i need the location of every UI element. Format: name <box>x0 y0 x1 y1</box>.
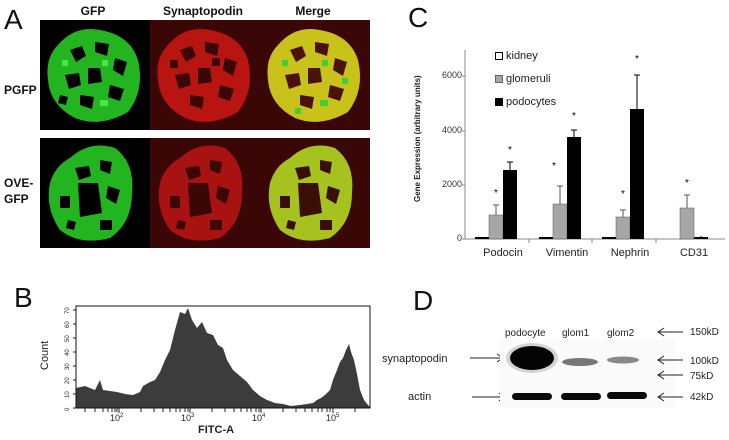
y-tick-4000: 4000 <box>441 125 462 135</box>
panel-letter-d: D <box>413 285 434 316</box>
panel-letter-b: B <box>14 282 33 313</box>
column-header-merge: Merge <box>295 4 331 18</box>
lane-label-podocyte: podocyte <box>505 328 546 339</box>
tick-exponent: 5 <box>336 413 340 419</box>
svg-text:40: 40 <box>65 349 71 356</box>
legend-swatch-podocytes <box>495 98 503 106</box>
sig-marker: * <box>685 178 689 189</box>
mw-marker-42kd: 42kD <box>690 392 714 403</box>
x-tick-1e4: 104 <box>252 413 265 423</box>
x-axis-label: FITC-A <box>198 424 235 436</box>
lane-label-glom2: glom2 <box>607 328 635 339</box>
legend-swatch-glomeruli <box>495 75 503 83</box>
row-label-line: PGFP <box>4 83 37 97</box>
category-label-nephrin: Nephrin <box>610 247 650 259</box>
legend-label: glomeruli <box>506 73 551 85</box>
row-header-pgfp: PGFP <box>4 82 37 98</box>
arrow-left-icon <box>657 355 683 365</box>
sig-marker: * <box>494 188 498 199</box>
column-header-gfp: GFP <box>80 4 106 18</box>
micrograph-ove-gfp-synaptopodin <box>150 138 260 248</box>
micrograph-ove-gfp-merge <box>260 138 370 248</box>
legend-item-kidney: kidney <box>495 50 538 62</box>
micrograph-pgfp-merge <box>260 20 370 130</box>
row-label-actin: actin <box>408 391 432 403</box>
sig-marker: * <box>552 161 556 172</box>
micrograph-pgfp-gfp <box>40 20 150 130</box>
row-label-synaptopodin: synaptopodin <box>382 353 448 365</box>
tick-base: 10 <box>110 413 121 423</box>
legend-item-podocytes: podocytes <box>495 96 556 108</box>
x-tick-1e2: 102 <box>110 413 123 423</box>
tick-base: 10 <box>326 413 337 423</box>
row-label-line: OVE- <box>4 176 34 190</box>
row-label-line: GFP <box>4 192 29 206</box>
row-header-ove-gfp: OVE- GFP <box>4 175 33 207</box>
legend-label: podocytes <box>506 96 557 108</box>
svg-text:0: 0 <box>65 407 71 411</box>
y-tick-2000: 2000 <box>441 179 462 189</box>
sig-marker: * <box>572 111 576 122</box>
sig-marker: * <box>508 145 512 156</box>
micrograph-pgfp-synaptopodin <box>150 20 260 130</box>
svg-text:60: 60 <box>65 321 71 328</box>
arrow-left-icon <box>657 370 683 380</box>
category-label-cd31: CD31 <box>679 247 709 259</box>
panel-letter-c: C <box>408 2 429 33</box>
micrograph-ove-gfp-gfp <box>40 138 150 248</box>
legend-item-glomeruli: glomeruli <box>495 73 551 85</box>
mw-marker-100kd: 100kD <box>690 356 719 367</box>
svg-text:20: 20 <box>65 377 71 384</box>
tick-exponent: 2 <box>120 413 124 419</box>
svg-text:50: 50 <box>65 335 71 342</box>
histogram-plot-area: 0 10 20 30 40 50 60 70 <box>65 305 371 413</box>
y-axis-label: Count <box>39 340 51 370</box>
arrow-left-icon <box>657 392 683 402</box>
x-tick-1e3: 103 <box>181 413 194 423</box>
tick-base: 10 <box>252 413 263 423</box>
y-tick-6000: 6000 <box>441 70 462 80</box>
lane-label-glom1: glom1 <box>562 328 590 339</box>
svg-text:30: 30 <box>65 363 71 370</box>
sig-marker: * <box>635 54 639 65</box>
legend-label: kidney <box>506 50 538 62</box>
column-header-synaptopodin: Synaptopodin <box>163 4 243 18</box>
arrow-left-icon <box>657 327 683 337</box>
mw-marker-75kd: 75kD <box>690 371 714 382</box>
category-label-podocin: Podocin <box>483 247 523 259</box>
western-blot-image <box>500 340 675 408</box>
legend-swatch-kidney <box>495 52 503 60</box>
category-label-vimentin: Vimentin <box>545 247 589 259</box>
sig-marker: * <box>621 189 625 200</box>
tick-exponent: 3 <box>191 413 195 419</box>
svg-text:70: 70 <box>65 307 71 314</box>
svg-text:10: 10 <box>65 391 71 398</box>
bar-chart-plot-area: * * * * * * * <box>462 50 725 243</box>
x-tick-1e5: 105 <box>326 413 339 423</box>
mw-marker-150kd: 150kD <box>690 327 719 338</box>
y-tick-0: 0 <box>456 233 462 243</box>
panel-letter-a: A <box>4 4 23 35</box>
tick-exponent: 4 <box>262 413 266 419</box>
tick-base: 10 <box>181 413 192 423</box>
y-axis-label: Gene Expression (arbitrary units) <box>413 75 422 202</box>
